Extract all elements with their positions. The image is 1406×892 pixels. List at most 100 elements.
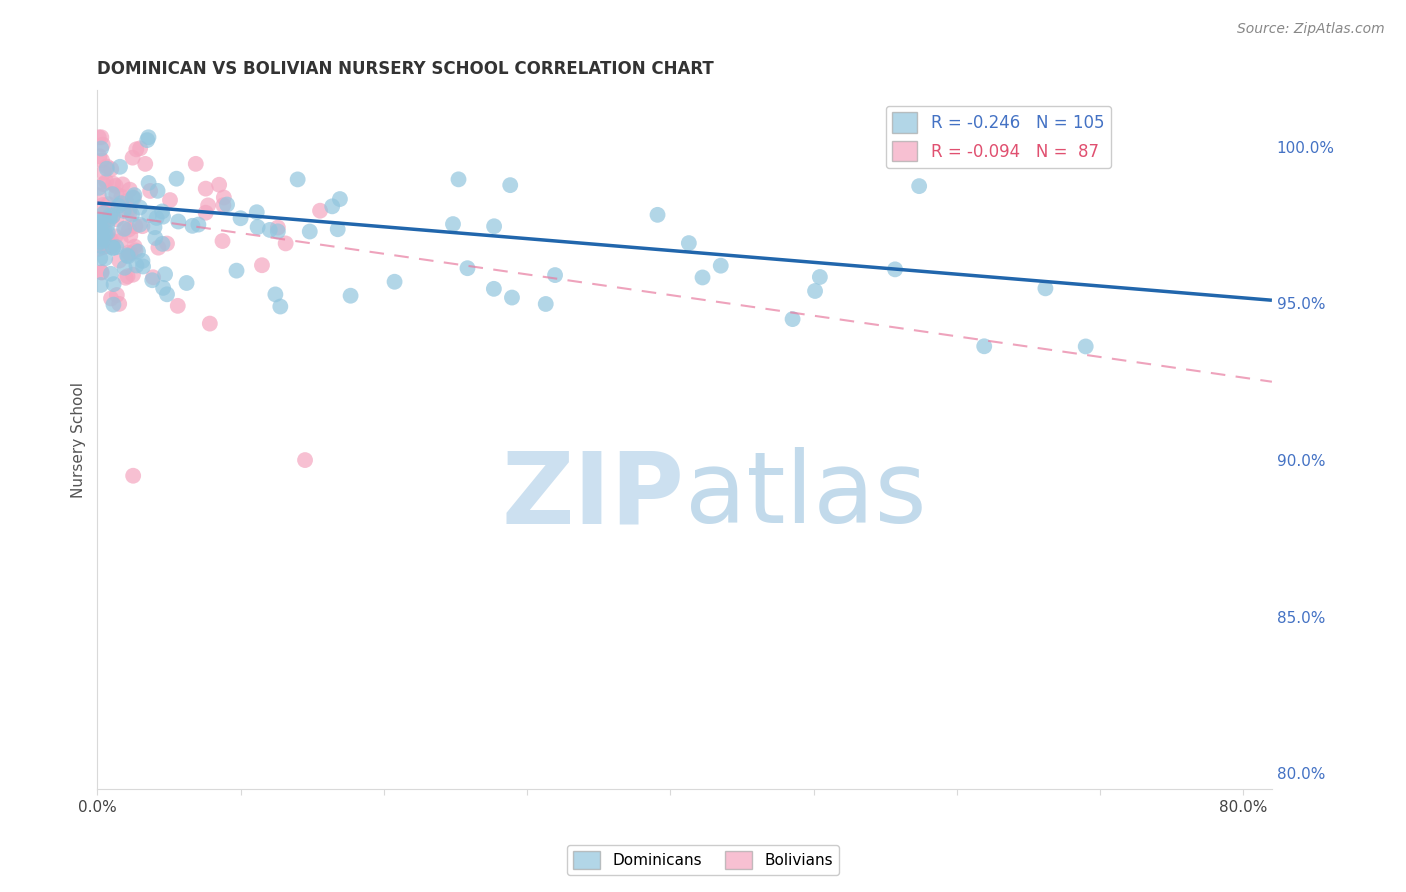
Point (884, 262, 907, 277)
Point (114, 260, 136, 275)
Point (124, 188, 146, 202)
Point (110, 198, 132, 212)
Point (98, 209, 121, 223)
Point (339, 289, 361, 303)
Point (211, 234, 233, 248)
Point (129, 141, 152, 155)
Point (125, 142, 148, 156)
Point (96, 239, 118, 253)
Point (117, 249, 139, 263)
Point (212, 190, 235, 204)
Point (87, 188, 110, 202)
Point (115, 248, 138, 262)
Point (482, 219, 505, 234)
Point (678, 236, 700, 251)
Point (250, 258, 273, 272)
Point (87, 130, 110, 145)
Point (152, 210, 174, 224)
Point (124, 219, 146, 234)
Point (120, 246, 142, 260)
Point (321, 199, 343, 213)
Point (94, 204, 117, 219)
Point (908, 179, 931, 194)
Point (152, 236, 174, 251)
Point (184, 157, 207, 171)
Point (101, 210, 124, 224)
Point (87, 181, 110, 195)
Point (87, 216, 110, 230)
Point (782, 312, 804, 326)
Point (384, 275, 406, 289)
Point (100, 267, 122, 281)
Point (90, 265, 112, 279)
Point (91, 217, 114, 231)
Point (97, 226, 120, 240)
Point (124, 239, 146, 253)
Point (197, 198, 219, 212)
Point (229, 211, 252, 226)
Point (114, 270, 136, 285)
Point (225, 263, 247, 277)
Point (100, 292, 122, 306)
Text: ZIP: ZIP (502, 447, 685, 544)
Point (108, 297, 131, 311)
Point (156, 287, 179, 301)
Point (94, 211, 117, 225)
Point (114, 221, 136, 235)
Point (89, 238, 111, 252)
Point (710, 259, 733, 273)
Point (166, 299, 188, 313)
Point (117, 269, 139, 284)
Point (112, 221, 135, 235)
Point (94, 227, 117, 242)
Point (101, 209, 124, 223)
Point (93, 165, 115, 179)
Point (100, 161, 122, 176)
Point (181, 219, 204, 233)
Point (215, 197, 238, 211)
Point (294, 453, 316, 467)
Point (96, 160, 118, 174)
Point (105, 187, 128, 202)
Point (108, 160, 131, 174)
Point (153, 267, 176, 281)
Point (482, 282, 505, 296)
Point (441, 217, 464, 231)
Point (110, 189, 132, 203)
Point (90, 265, 112, 279)
Point (973, 339, 995, 353)
Point (159, 193, 181, 207)
Point (1035, 281, 1057, 295)
Point (104, 229, 127, 244)
Point (208, 178, 231, 192)
Point (131, 253, 153, 268)
Point (122, 191, 145, 205)
Point (97, 197, 120, 211)
Point (150, 204, 173, 219)
Point (105, 212, 128, 227)
Point (89, 251, 111, 265)
Point (93, 223, 115, 237)
Point (89, 235, 111, 250)
Point (91, 240, 114, 254)
Point (101, 177, 124, 191)
Point (167, 214, 190, 228)
Point (96, 161, 118, 176)
Point (128, 201, 150, 215)
Point (110, 196, 132, 211)
Point (692, 270, 714, 285)
Point (264, 287, 287, 301)
Point (808, 270, 831, 285)
Point (120, 228, 142, 243)
Point (107, 199, 129, 213)
Point (501, 291, 523, 305)
Legend: R = -0.246   N = 105, R = -0.094   N =  87: R = -0.246 N = 105, R = -0.094 N = 87 (886, 105, 1111, 168)
Point (101, 240, 124, 254)
Point (117, 245, 139, 260)
Point (1074, 339, 1097, 353)
Text: Source: ZipAtlas.com: Source: ZipAtlas.com (1237, 22, 1385, 37)
Point (447, 172, 470, 186)
Point (105, 288, 128, 302)
Point (93, 222, 115, 236)
Point (128, 218, 150, 232)
